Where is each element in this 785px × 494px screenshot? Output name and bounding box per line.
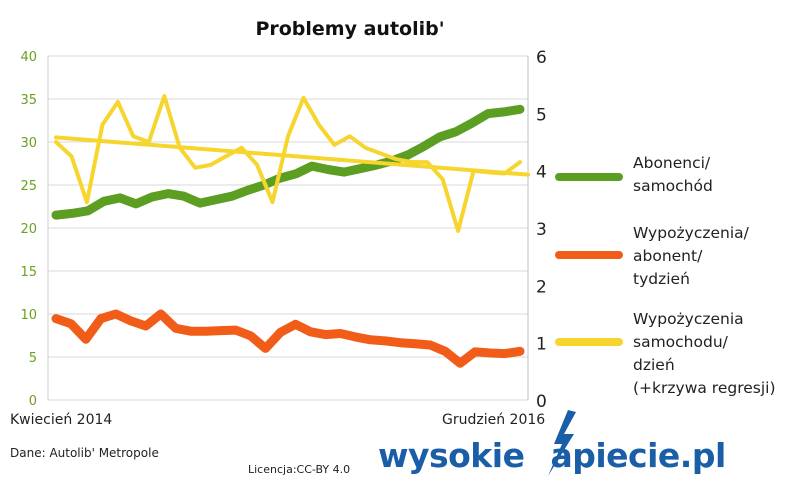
gridlines [48, 55, 528, 401]
brand-logo: wysokie apiecie.pl [378, 436, 726, 475]
data-source: Dane: Autolib' Metropole [10, 446, 159, 460]
right-tick-label: 4 [536, 163, 547, 183]
axes [47, 56, 529, 400]
series-line-wypozyczenia-abonent [51, 309, 525, 368]
legend-swatch-wypozyczenia-abonent [555, 251, 623, 259]
left-tick-label: 15 [20, 265, 37, 280]
right-tick-label: 3 [536, 220, 547, 240]
lightning-bolt-icon [548, 410, 576, 476]
legend-swatch-abonenci [555, 173, 623, 181]
chart-title: Problemy autolib' [255, 18, 445, 40]
right-tick-label: 5 [536, 105, 547, 125]
left-tick-label: 10 [20, 308, 37, 323]
right-axis-ticks: 0 1 2 3 4 5 6 [536, 48, 547, 412]
brand-logo-left: wysokie [378, 436, 525, 475]
right-tick-label: 0 [536, 392, 547, 412]
legend-label-abonenci: Abonenci/ samochód [633, 154, 713, 195]
legend-label-wypozyczenia-abonent: Wypożyczenia/ abonent/ tydzień [633, 224, 749, 288]
left-tick-label: 40 [20, 50, 37, 65]
left-tick-label: 0 [29, 394, 37, 409]
regression-line [54, 135, 530, 177]
left-tick-label: 20 [20, 222, 37, 237]
left-tick-label: 25 [20, 179, 37, 194]
series-lines [51, 94, 530, 368]
brand-logo-right: apiecie.pl [550, 436, 726, 475]
series-line-abonenci [51, 104, 525, 220]
legend-swatch-wypozyczenia-samochodu [555, 338, 623, 346]
right-tick-label: 2 [536, 277, 547, 297]
x-end-label: Grudzień 2016 [442, 412, 546, 428]
license-text: Licencja:CC-BY 4.0 [248, 463, 351, 476]
left-tick-label: 35 [20, 93, 37, 108]
legend-label-wypozyczenia-samochodu: Wypożyczenia samochodu/ dzień (+krzywa r… [633, 310, 776, 397]
left-axis-ticks: 0 5 10 15 20 25 30 35 40 [20, 50, 37, 409]
right-tick-label: 6 [536, 48, 547, 68]
right-tick-label: 1 [536, 335, 547, 355]
left-tick-label: 5 [29, 351, 37, 366]
series-line-wypozyczenia-samochodu [54, 94, 522, 233]
x-start-label: Kwiecień 2014 [10, 412, 113, 428]
left-tick-label: 30 [20, 136, 37, 151]
